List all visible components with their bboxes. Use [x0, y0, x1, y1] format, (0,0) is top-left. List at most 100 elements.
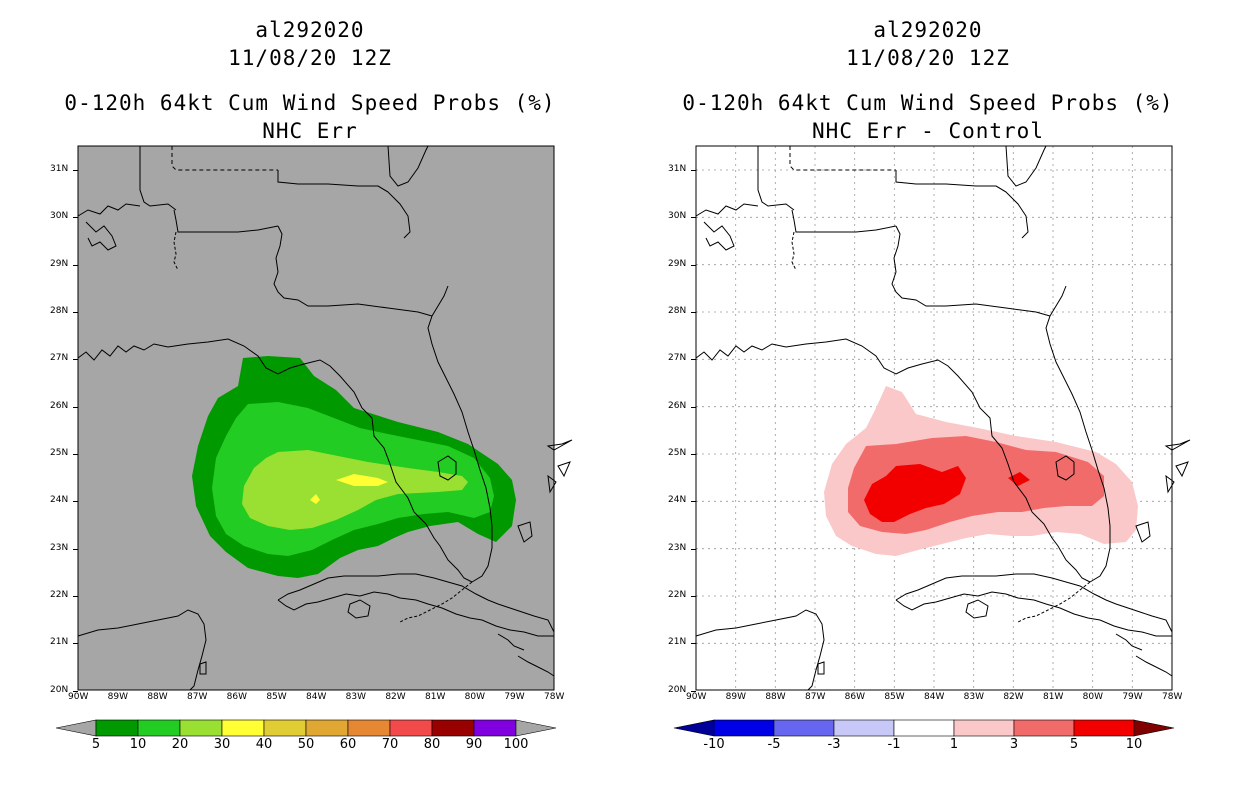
left-map: [77, 145, 573, 691]
right-title-storm-id: al292020: [873, 18, 983, 42]
left-lon-label: 84W: [306, 692, 327, 702]
right-title-datetime: 11/08/20 12Z: [846, 46, 1010, 70]
right-lat-label: 24N: [668, 495, 687, 506]
left-colorbar-swatch: [95, 719, 139, 737]
left-lat-tick: [73, 406, 78, 408]
left-colorbar-high-extend: [515, 719, 557, 737]
left-colorbar-label: 80: [423, 737, 441, 752]
left-colorbar-low-extend: [55, 719, 97, 737]
right-lat-label: 20N: [668, 684, 687, 695]
left-contour-30pct: [336, 474, 388, 486]
right-title-product: 0-120h 64kt Cum Wind Speed Probs (%): [682, 91, 1174, 115]
left-title-product: 0-120h 64kt Cum Wind Speed Probs (%): [64, 91, 556, 115]
right-colorbar-swatch: [713, 719, 775, 737]
right-lat-tick: [691, 311, 696, 313]
right-lat-tick: [691, 406, 696, 408]
left-lon-label: 89W: [107, 692, 129, 702]
right-lon-label: 81W: [1043, 692, 1064, 702]
right-lat-label: 27N: [668, 353, 687, 364]
left-lat-tick: [73, 217, 78, 219]
left-lat-label: 31N: [50, 164, 69, 174]
right-lon-label: 90W: [686, 692, 707, 702]
left-lat-label: 25N: [50, 447, 69, 458]
left-colorbar-label: 70: [381, 737, 399, 752]
left-map-frame: [77, 145, 555, 691]
right-colorbar-label: -10: [703, 737, 725, 752]
right-colorbar-high-extend: [1133, 719, 1175, 737]
right-colorbar-label: -5: [767, 737, 781, 752]
left-colorbar-label: 30: [213, 737, 231, 752]
left-lon-label: 88W: [147, 692, 168, 702]
left-colorbar-label: 90: [465, 737, 483, 752]
right-lon-label: 80W: [1082, 692, 1104, 702]
left-colorbar-swatch: [137, 719, 181, 737]
right-map: [695, 145, 1191, 691]
right-colorbar-swatch: [1013, 719, 1075, 737]
right-colorbar: [673, 719, 1175, 737]
left-lon-label: 78W: [544, 692, 565, 702]
right-lat-tick: [691, 217, 696, 219]
right-title-subtitle: NHC Err - Control: [812, 119, 1044, 143]
right-lat-label: 21N: [668, 637, 687, 648]
right-lon-label: 84W: [924, 692, 945, 702]
right-lat-tick: [691, 690, 696, 692]
left-lat-tick: [73, 595, 78, 597]
right-lat-tick: [691, 595, 696, 597]
right-colorbar-label: -3: [827, 737, 841, 752]
right-lat-label: 23N: [668, 542, 687, 553]
left-lat-label: 28N: [50, 305, 69, 316]
left-lat-label: 20N: [50, 684, 69, 695]
left-colorbar-swatch: [431, 719, 475, 737]
left-lat-tick: [73, 643, 78, 645]
left-title-datetime: 11/08/20 12Z: [228, 46, 392, 70]
right-lat-tick: [691, 643, 696, 645]
left-lon-label: 79W: [504, 692, 525, 702]
right-colorbar-label: -1: [887, 737, 901, 752]
left-title-subtitle: NHC Err: [262, 119, 358, 143]
left-colorbar-swatch: [221, 719, 265, 737]
left-colorbar-label: 5: [91, 737, 101, 752]
right-lat-tick: [691, 548, 696, 550]
right-lat-label: 25N: [668, 447, 687, 458]
left-lat-label: 21N: [50, 637, 69, 648]
right-lon-label: 78W: [1162, 692, 1183, 702]
right-colorbar-swatch: [773, 719, 835, 737]
left-lon-label: 90W: [68, 692, 89, 702]
left-lon-label: 86W: [226, 692, 248, 702]
left-lat-label: 22N: [50, 589, 69, 600]
left-colorbar-swatch: [179, 719, 223, 737]
left-lon-label: 87W: [187, 692, 208, 702]
right-lon-label: 82W: [1003, 692, 1024, 702]
right-lon-label: 85W: [884, 692, 905, 702]
left-lat-label: 23N: [50, 542, 69, 553]
right-lon-label: 83W: [963, 692, 985, 702]
left-lon-label: 85W: [266, 692, 287, 702]
left-lat-label: 30N: [50, 211, 69, 222]
left-lat-label: 29N: [50, 258, 69, 269]
right-lat-tick: [691, 359, 696, 361]
left-colorbar-swatch: [263, 719, 307, 737]
right-colorbar-low-extend: [673, 719, 715, 737]
left-lat-label: 27N: [50, 353, 69, 364]
left-colorbar: [55, 719, 557, 737]
left-colorbar-swatch: [389, 719, 433, 737]
left-lat-tick: [73, 548, 78, 550]
left-lat-tick: [73, 359, 78, 361]
right-colorbar-label: 3: [1009, 737, 1019, 752]
left-lat-label: 24N: [50, 495, 69, 506]
right-lat-label: 29N: [668, 258, 687, 269]
right-lat-tick: [691, 501, 696, 503]
right-lon-label: 89W: [725, 692, 747, 702]
left-lon-label: 82W: [385, 692, 406, 702]
right-lon-label: 79W: [1122, 692, 1143, 702]
right-lat-tick: [691, 170, 696, 171]
left-colorbar-label: 100: [503, 737, 529, 752]
left-colorbar-label: 20: [171, 737, 189, 752]
right-colorbar-swatch: [953, 719, 1015, 737]
right-lon-label: 86W: [844, 692, 866, 702]
right-colorbar-swatch: [1073, 719, 1135, 737]
right-colorbar-swatch: [893, 719, 955, 737]
right-map-frame: [695, 145, 1173, 691]
left-lat-tick: [73, 501, 78, 503]
left-lat-tick: [73, 264, 78, 266]
